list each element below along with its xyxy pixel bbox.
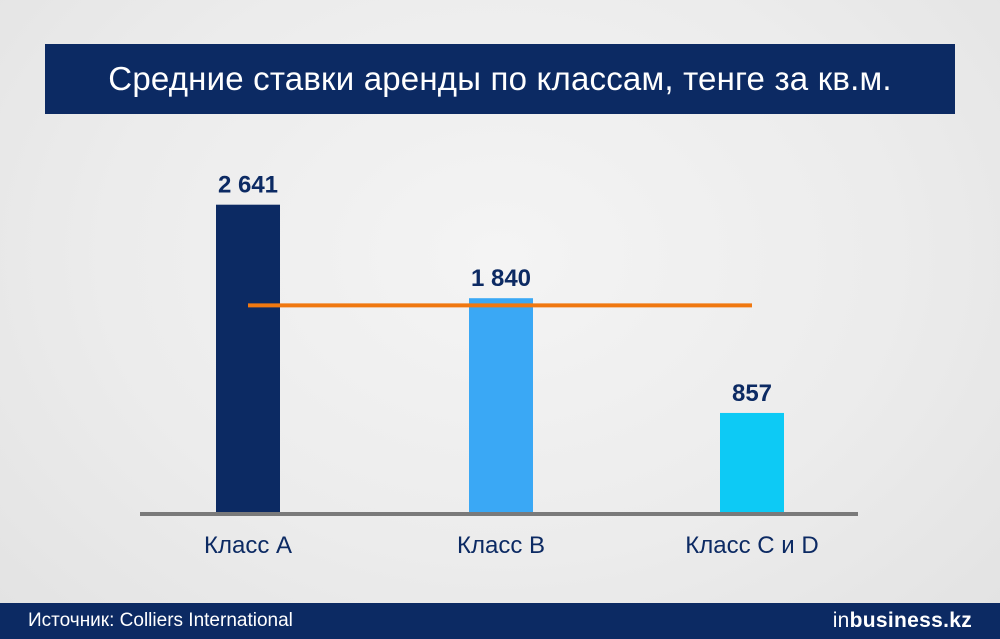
bar-1: [216, 204, 280, 513]
source-text: Источник: Colliers International: [28, 610, 293, 631]
brand-prefix: in: [832, 609, 850, 632]
footer-bar: Источник: Colliers International inbusin…: [0, 603, 1000, 639]
category-label-2: Класс В: [457, 532, 545, 559]
data-label-1: 2 641: [218, 172, 278, 199]
bar-3: [720, 412, 784, 513]
category-label-3: Класс С и D: [685, 532, 818, 559]
data-label-2: 1 840: [471, 265, 531, 292]
category-label-1: Класс А: [204, 532, 292, 559]
data-label-3: 857: [732, 380, 772, 407]
chart-title-text: Средние ставки аренды по классам, тенге …: [108, 60, 892, 97]
brand-suffix: business.kz: [849, 609, 972, 632]
bar-chart: 2 641 Класс А 1 840 Класс В 857 Класс С и D: [140, 172, 858, 559]
bar-2: [469, 298, 533, 513]
chart-title: Средние ставки аренды по классам, тенге …: [45, 44, 955, 114]
brand-logo: inbusiness.kz: [833, 609, 972, 633]
